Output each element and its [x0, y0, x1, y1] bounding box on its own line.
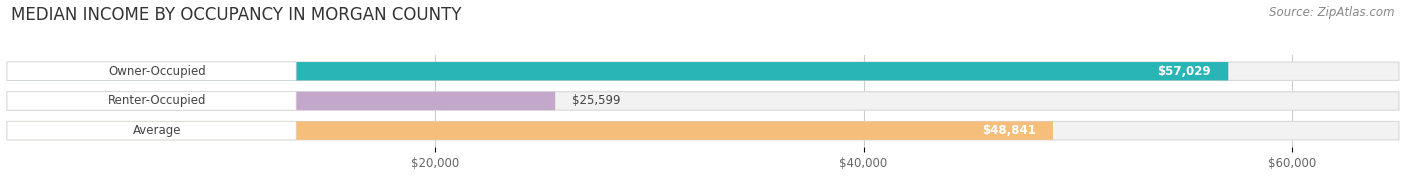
Text: Average: Average: [134, 124, 181, 137]
FancyBboxPatch shape: [7, 122, 1399, 140]
Text: $57,029: $57,029: [1157, 65, 1211, 78]
Text: Source: ZipAtlas.com: Source: ZipAtlas.com: [1270, 6, 1395, 19]
FancyBboxPatch shape: [7, 122, 297, 140]
Text: $25,599: $25,599: [572, 94, 621, 107]
Text: Owner-Occupied: Owner-Occupied: [108, 65, 207, 78]
Text: Renter-Occupied: Renter-Occupied: [108, 94, 207, 107]
FancyBboxPatch shape: [7, 92, 297, 110]
FancyBboxPatch shape: [7, 92, 1399, 110]
FancyBboxPatch shape: [7, 122, 1053, 140]
Text: MEDIAN INCOME BY OCCUPANCY IN MORGAN COUNTY: MEDIAN INCOME BY OCCUPANCY IN MORGAN COU…: [11, 6, 461, 24]
FancyBboxPatch shape: [7, 62, 297, 80]
FancyBboxPatch shape: [7, 62, 1399, 80]
Text: $48,841: $48,841: [981, 124, 1036, 137]
FancyBboxPatch shape: [7, 62, 1229, 80]
FancyBboxPatch shape: [7, 92, 555, 110]
